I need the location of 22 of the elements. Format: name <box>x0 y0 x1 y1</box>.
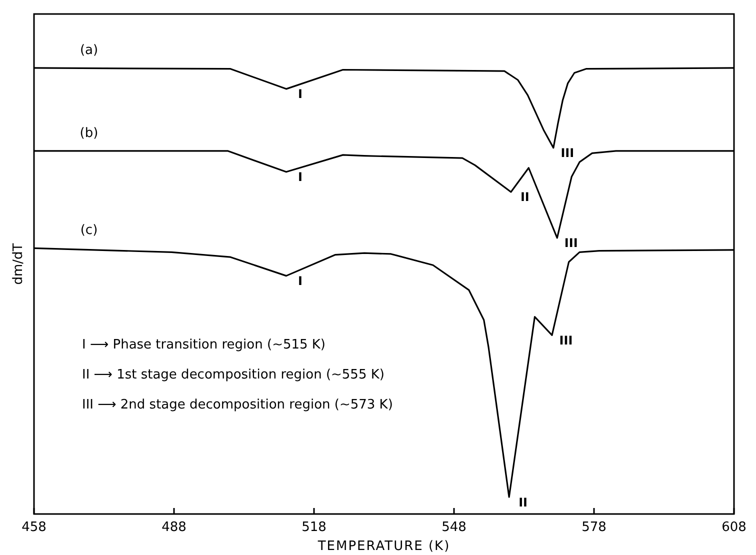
annotation: I <box>298 87 302 102</box>
annotation: II <box>518 495 528 510</box>
annotation: III <box>560 146 574 160</box>
series-label: (a) <box>80 42 98 58</box>
x-tick-label: 458 <box>22 520 46 535</box>
annotation: I ⟶ Phase transition region (~515 K) <box>82 338 326 353</box>
annotation: III ⟶ 2nd stage decomposition region (~573 K) <box>82 398 393 413</box>
x-tick-label: 578 <box>582 520 606 535</box>
annotation: III <box>564 236 578 250</box>
y-axis-title: dm/dT <box>11 243 26 285</box>
series-label: (b) <box>80 126 98 141</box>
series-label: (c) <box>80 223 98 238</box>
annotation: I <box>298 274 302 288</box>
x-tick-label: 488 <box>162 520 186 535</box>
annotation: II ⟶ 1st stage decomposition region (~555 K) <box>82 368 384 383</box>
annotation: III <box>559 333 573 348</box>
x-tick-label: 518 <box>302 520 326 535</box>
annotation: I <box>298 170 302 184</box>
annotation: II <box>520 190 530 204</box>
x-tick-label: 608 <box>722 520 746 535</box>
x-axis-title: TEMPERATURE (K) <box>316 539 450 554</box>
x-tick-label: 548 <box>442 520 466 535</box>
